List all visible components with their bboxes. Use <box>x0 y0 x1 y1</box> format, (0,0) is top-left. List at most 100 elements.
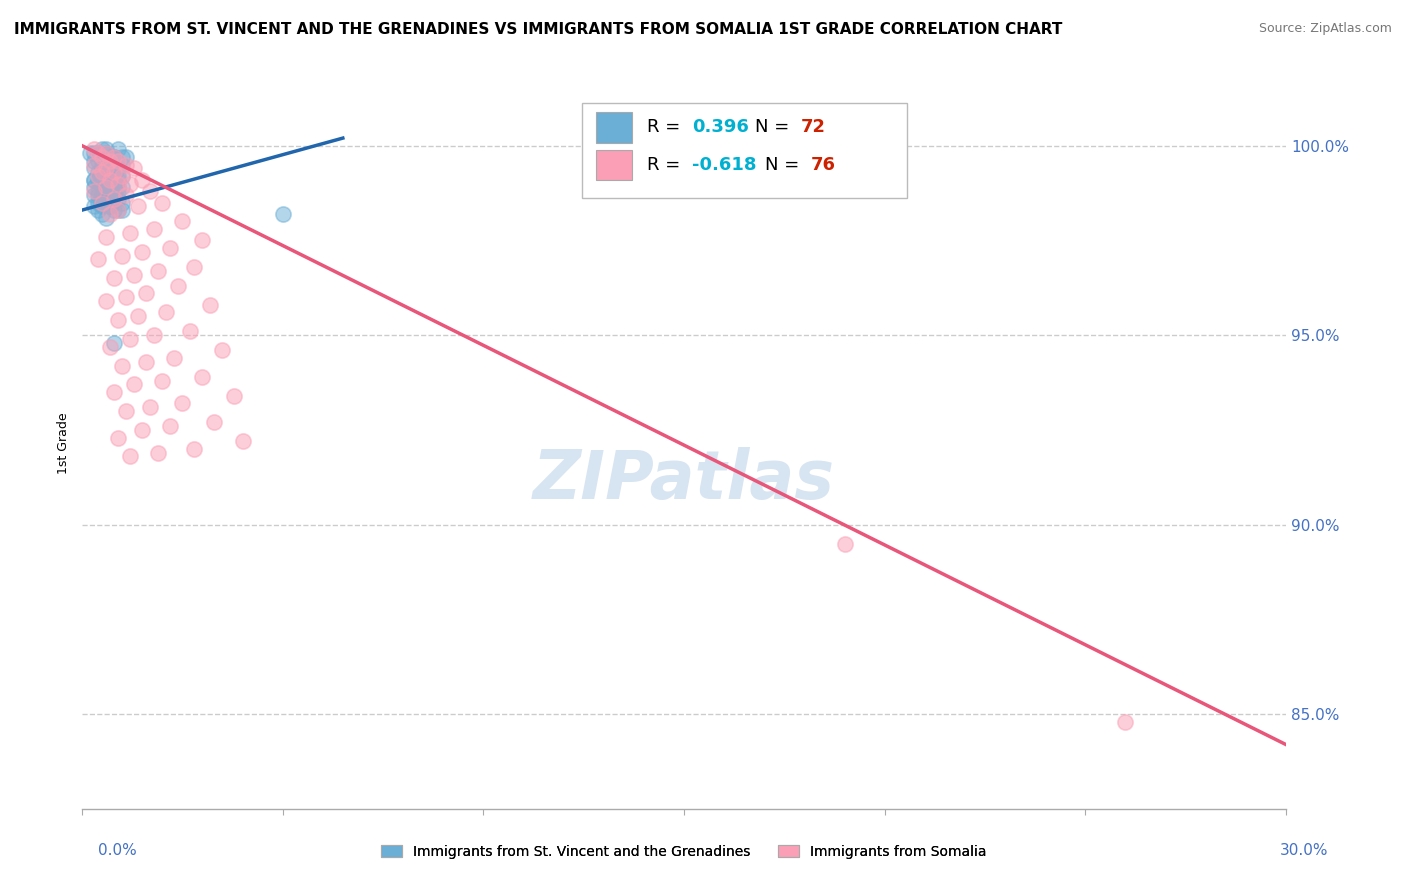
Point <box>107 184 129 198</box>
Point <box>183 442 205 456</box>
Point <box>91 169 114 183</box>
Point <box>87 165 110 179</box>
Point <box>120 332 142 346</box>
Point <box>224 389 246 403</box>
Point <box>83 143 105 157</box>
Point <box>231 434 253 449</box>
Text: R =: R = <box>647 118 686 136</box>
Point <box>87 252 110 267</box>
Point <box>91 195 114 210</box>
Point <box>103 385 125 400</box>
Point <box>120 450 142 464</box>
Point <box>172 214 194 228</box>
Point <box>94 143 117 157</box>
Point <box>103 188 125 202</box>
Point <box>83 173 105 187</box>
Point <box>127 310 149 324</box>
Point <box>115 188 138 202</box>
Point <box>103 150 125 164</box>
Text: N =: N = <box>755 118 794 136</box>
Point <box>834 536 856 550</box>
Point <box>94 158 117 172</box>
Text: R =: R = <box>647 156 686 174</box>
Point <box>91 184 114 198</box>
Point <box>83 161 105 176</box>
Point <box>103 192 125 206</box>
Point <box>94 177 117 191</box>
Point <box>91 165 114 179</box>
Point <box>103 150 125 164</box>
Point <box>122 268 145 282</box>
Point <box>91 207 114 221</box>
Point <box>91 153 114 168</box>
Point <box>98 177 121 191</box>
Point <box>107 177 129 191</box>
Point <box>148 264 170 278</box>
Point <box>115 404 138 418</box>
Point <box>211 343 233 358</box>
Point <box>271 207 294 221</box>
Point <box>107 173 129 187</box>
Point <box>103 158 125 172</box>
Point <box>103 192 125 206</box>
Point <box>179 325 201 339</box>
Point <box>107 153 129 168</box>
Point <box>103 165 125 179</box>
Point <box>1114 714 1136 729</box>
Point <box>87 173 110 187</box>
Point <box>83 173 105 187</box>
Point <box>87 184 110 198</box>
Point <box>111 195 134 210</box>
Text: -0.618: -0.618 <box>692 156 756 174</box>
Point <box>107 143 129 157</box>
Point <box>94 146 117 161</box>
Point <box>94 195 117 210</box>
Legend: Immigrants from St. Vincent and the Grenadines, Immigrants from Somalia: Immigrants from St. Vincent and the Gren… <box>375 839 993 864</box>
Text: 0.396: 0.396 <box>692 118 749 136</box>
Point <box>98 173 121 187</box>
Point <box>87 203 110 218</box>
Point <box>150 195 173 210</box>
Text: Source: ZipAtlas.com: Source: ZipAtlas.com <box>1258 22 1392 36</box>
Point <box>111 150 134 164</box>
Text: N =: N = <box>765 156 804 174</box>
Point <box>98 158 121 172</box>
Point <box>87 169 110 183</box>
Point <box>122 161 145 176</box>
Point <box>120 177 142 191</box>
Point <box>107 203 129 218</box>
Point <box>83 184 105 198</box>
Point <box>103 180 125 194</box>
Point <box>94 161 117 176</box>
Point <box>83 188 105 202</box>
Point <box>91 199 114 213</box>
Point <box>94 192 117 206</box>
Point <box>107 203 129 218</box>
Point <box>87 195 110 210</box>
Point <box>111 169 134 183</box>
Point <box>131 244 153 259</box>
Point <box>191 370 214 384</box>
Point <box>103 169 125 183</box>
Point <box>94 161 117 176</box>
Point <box>172 396 194 410</box>
Point <box>120 226 142 240</box>
Point <box>87 146 110 161</box>
Point <box>87 153 110 168</box>
Y-axis label: 1st Grade: 1st Grade <box>58 412 70 474</box>
Point <box>163 351 186 365</box>
Text: 72: 72 <box>801 118 825 136</box>
Point <box>200 298 222 312</box>
Point <box>91 150 114 164</box>
Point <box>103 271 125 285</box>
Point <box>91 161 114 176</box>
Point <box>98 165 121 179</box>
Point <box>107 192 129 206</box>
Point <box>98 177 121 191</box>
Point <box>94 180 117 194</box>
Point <box>94 211 117 225</box>
Point <box>111 158 134 172</box>
Point <box>143 222 166 236</box>
Text: 30.0%: 30.0% <box>1281 843 1329 858</box>
FancyBboxPatch shape <box>582 103 907 198</box>
